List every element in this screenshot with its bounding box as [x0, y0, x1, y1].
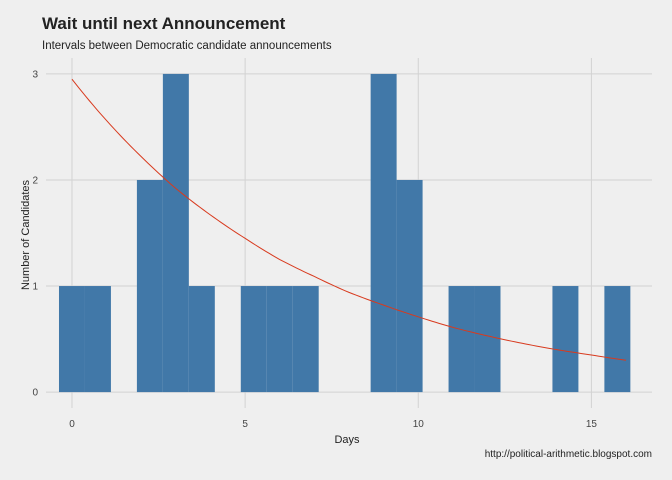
- histogram-bar: [604, 286, 631, 393]
- histogram-bar: [136, 179, 163, 393]
- y-tick-label: 3: [32, 69, 38, 80]
- histogram-bars: [58, 73, 631, 393]
- fitted-decay-curve: [71, 78, 627, 361]
- histogram-bar: [162, 73, 189, 393]
- y-axis-ticks: 0 1 2 3: [32, 69, 38, 398]
- histogram-bar: [84, 286, 111, 393]
- histogram-bar: [474, 286, 501, 393]
- x-tick-label: 5: [242, 419, 248, 430]
- x-axis-ticks: 0 5 10 15: [69, 419, 597, 430]
- y-tick-label: 2: [32, 175, 38, 186]
- histogram-bar: [448, 286, 475, 393]
- histogram-bar: [240, 286, 267, 393]
- histogram-bar: [396, 179, 423, 393]
- chart-subtitle: Intervals between Democratic candidate a…: [42, 40, 332, 52]
- y-tick-label: 1: [32, 282, 38, 293]
- x-tick-label: 15: [586, 419, 598, 430]
- source-caption: http://political-arithmetic.blogspot.com: [484, 449, 652, 460]
- histogram-bar: [58, 286, 85, 393]
- histogram-bar: [370, 73, 397, 393]
- y-tick-label: 0: [32, 388, 38, 399]
- y-axis-title: Number of Candidates: [20, 179, 32, 290]
- histogram-bar: [552, 286, 579, 393]
- chart-title: Wait until next Announcement: [42, 14, 286, 33]
- histogram-bar: [266, 286, 293, 393]
- histogram-bar: [292, 286, 319, 393]
- histogram-bar: [188, 286, 215, 393]
- x-axis-title: Days: [334, 434, 360, 446]
- x-tick-label: 0: [69, 419, 75, 430]
- x-tick-label: 10: [413, 419, 425, 430]
